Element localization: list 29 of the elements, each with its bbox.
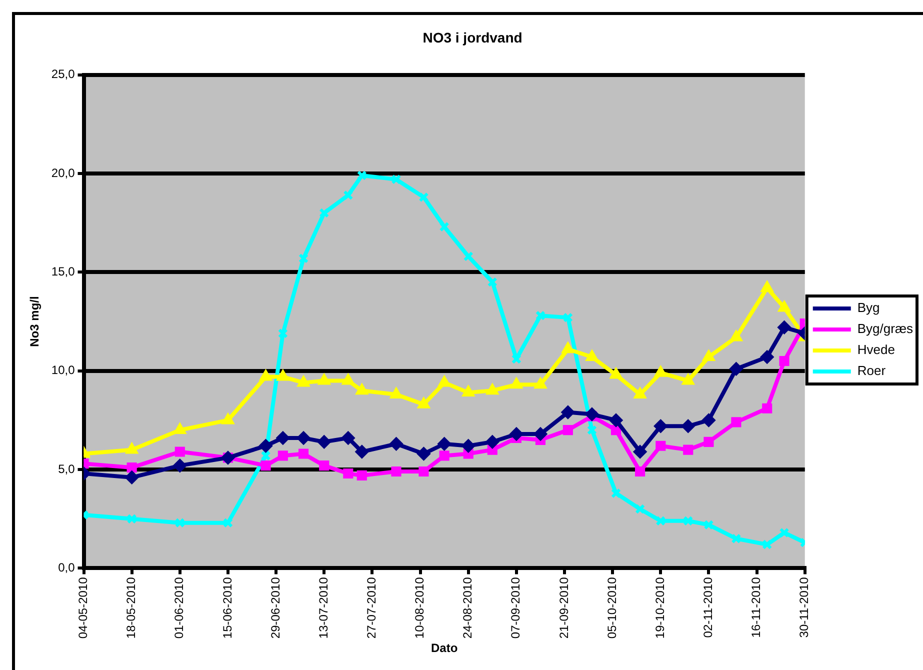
x-tick-label: 27-07-2010	[364, 576, 379, 639]
x-tick-label: 15-06-2010	[220, 576, 234, 639]
x-axis-title: Dato	[430, 641, 458, 656]
x-tick-label: 16-11-2010	[749, 576, 764, 638]
x-tick-label: 10-08-2010	[412, 576, 427, 639]
legend-label: Hvede	[857, 342, 895, 358]
x-tick-label: 01-06-2010	[172, 576, 186, 639]
x-tick-label: 05-10-2010	[604, 576, 619, 639]
legend-label: Byg	[857, 300, 880, 316]
x-tick-label: 30-11-2010	[797, 576, 812, 638]
x-tick-label: 18-05-2010	[124, 576, 138, 639]
y-tick-label: 10,0	[51, 363, 76, 378]
y-tick-label: 0,0	[58, 560, 76, 575]
x-tick-label: 24-08-2010	[460, 576, 475, 639]
y-tick-label: 25,0	[51, 67, 76, 82]
x-tick-label: 04-05-2010	[76, 576, 90, 639]
y-axis-title: No3 mg/l	[28, 296, 42, 347]
legend-label: Roer	[857, 363, 886, 378]
x-tick-label: 07-09-2010	[508, 576, 523, 639]
chart-title: NO3 i jordvand	[422, 29, 522, 46]
x-tick-label: 02-11-2010	[701, 576, 716, 638]
y-tick-label: 5,0	[58, 462, 76, 476]
y-tick-label: 20,0	[51, 166, 76, 180]
legend-label: Byg/græs	[857, 321, 914, 336]
x-tick-label: 13-07-2010	[316, 576, 330, 639]
y-tick-label: 15,0	[51, 264, 76, 278]
x-tick-label: 29-06-2010	[268, 576, 282, 639]
x-tick-label: 19-10-2010	[652, 576, 667, 639]
x-tick-label: 21-09-2010	[556, 576, 571, 639]
